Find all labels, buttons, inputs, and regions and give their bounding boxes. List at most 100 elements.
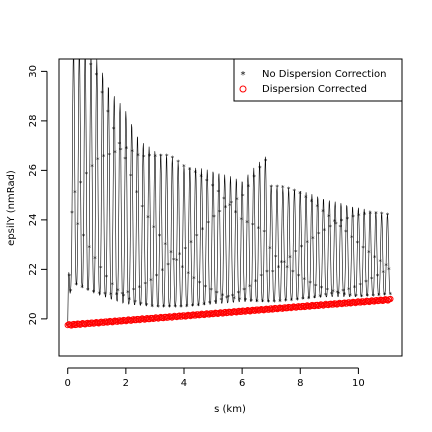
point-no-dispersion: * bbox=[76, 221, 80, 229]
point-no-dispersion: * bbox=[258, 165, 262, 173]
point-no-dispersion: * bbox=[337, 290, 341, 298]
point-no-dispersion: * bbox=[247, 183, 251, 191]
point-no-dispersion: * bbox=[83, 52, 87, 60]
point-no-dispersion: * bbox=[139, 300, 143, 308]
point-no-dispersion: * bbox=[96, 156, 100, 164]
point-no-dispersion: * bbox=[211, 182, 215, 190]
point-no-dispersion: * bbox=[132, 287, 136, 295]
point-no-dispersion: * bbox=[326, 287, 330, 295]
point-no-dispersion: * bbox=[304, 194, 308, 202]
point-no-dispersion: * bbox=[295, 296, 299, 304]
point-no-dispersion: * bbox=[330, 290, 334, 298]
y-tick-label: 22 bbox=[28, 263, 39, 276]
point-no-dispersion: * bbox=[234, 209, 238, 217]
legend-label-no-dispersion: No Dispersion Correction bbox=[262, 69, 386, 80]
point-no-dispersion: * bbox=[156, 303, 160, 311]
point-no-dispersion: * bbox=[73, 189, 77, 197]
point-no-dispersion: * bbox=[370, 276, 374, 284]
point-no-dispersion: * bbox=[300, 244, 304, 252]
point-no-dispersion: * bbox=[250, 297, 254, 305]
point-no-dispersion: * bbox=[380, 210, 384, 218]
point-no-dispersion: * bbox=[313, 294, 317, 302]
point-no-dispersion: * bbox=[261, 298, 265, 306]
point-no-dispersion: * bbox=[69, 287, 73, 295]
point-no-dispersion: * bbox=[315, 203, 319, 211]
trace-no-dispersion-line bbox=[67, 59, 391, 326]
point-no-dispersion: * bbox=[369, 210, 373, 218]
point-no-dispersion: * bbox=[201, 226, 205, 234]
point-no-dispersion: * bbox=[116, 287, 120, 295]
point-no-dispersion: * bbox=[238, 296, 242, 304]
point-no-dispersion: * bbox=[359, 281, 363, 289]
point-no-dispersion: * bbox=[310, 198, 314, 206]
point-no-dispersion: * bbox=[354, 293, 358, 301]
point-no-dispersion: * bbox=[106, 109, 110, 117]
point-no-dispersion: * bbox=[100, 90, 104, 98]
point-no-dispersion: * bbox=[196, 302, 200, 310]
point-no-dispersion: * bbox=[128, 296, 132, 304]
point-no-dispersion: * bbox=[113, 149, 117, 157]
point-no-dispersion: * bbox=[314, 282, 318, 290]
point-no-dispersion: * bbox=[244, 297, 248, 305]
point-no-dispersion: * bbox=[262, 229, 266, 237]
point-no-dispersion: * bbox=[219, 297, 223, 305]
point-no-dispersion: * bbox=[93, 255, 97, 263]
legend: * No Dispersion Correction Dispersion Co… bbox=[233, 58, 403, 102]
x-tick-label: 8 bbox=[297, 378, 303, 389]
point-no-dispersion: * bbox=[89, 61, 93, 69]
point-no-dispersion: * bbox=[204, 283, 208, 291]
y-tick-label: 20 bbox=[28, 313, 39, 326]
point-no-dispersion: * bbox=[155, 273, 159, 281]
x-tick-label: 4 bbox=[181, 378, 187, 389]
point-no-dispersion: * bbox=[371, 292, 375, 300]
point-no-dispersion: * bbox=[138, 284, 142, 292]
point-no-dispersion: * bbox=[224, 204, 228, 212]
legend-marker-circle bbox=[239, 85, 247, 93]
point-no-dispersion: * bbox=[166, 262, 170, 270]
point-no-dispersion: * bbox=[209, 287, 213, 295]
point-no-dispersion: * bbox=[386, 211, 390, 219]
point-no-dispersion: * bbox=[123, 156, 127, 164]
point-no-dispersion: * bbox=[112, 126, 116, 134]
point-no-dispersion: * bbox=[191, 303, 195, 311]
point-no-dispersion: * bbox=[377, 292, 381, 300]
point-no-dispersion: * bbox=[268, 245, 272, 253]
point-no-dispersion: * bbox=[95, 72, 99, 80]
point-no-dispersion: * bbox=[318, 293, 322, 301]
point-no-dispersion: * bbox=[75, 281, 79, 289]
point-no-dispersion: * bbox=[148, 153, 152, 161]
point-no-dispersion: * bbox=[291, 268, 295, 276]
point-no-dispersion: * bbox=[275, 184, 279, 192]
point-no-dispersion: * bbox=[98, 290, 102, 298]
point-no-dispersion: * bbox=[198, 279, 202, 287]
point-no-dispersion: * bbox=[202, 301, 206, 309]
point-no-dispersion: * bbox=[387, 266, 391, 274]
point-no-dispersion: * bbox=[298, 190, 302, 198]
point-dispersion-corrected bbox=[387, 295, 394, 303]
point-no-dispersion: * bbox=[323, 227, 327, 235]
point-no-dispersion: * bbox=[163, 241, 167, 249]
x-axis: 0 2 4 6 8 10 bbox=[65, 367, 365, 389]
point-no-dispersion: * bbox=[242, 287, 246, 295]
point-no-dispersion: * bbox=[351, 213, 355, 221]
point-no-dispersion: * bbox=[340, 218, 344, 226]
point-no-dispersion: * bbox=[344, 229, 348, 237]
point-no-dispersion: * bbox=[151, 303, 155, 311]
y-tick-label: 30 bbox=[28, 65, 39, 78]
point-no-dispersion: * bbox=[168, 304, 172, 312]
point-no-dispersion: * bbox=[361, 244, 365, 252]
series-no-dispersion-correction: ****************************************… bbox=[66, 44, 393, 330]
point-no-dispersion: * bbox=[179, 304, 183, 312]
point-no-dispersion: * bbox=[241, 193, 245, 201]
point-no-dispersion: * bbox=[278, 298, 282, 306]
point-no-dispersion: * bbox=[376, 272, 380, 280]
point-no-dispersion: * bbox=[102, 153, 106, 161]
point-no-dispersion: * bbox=[87, 244, 91, 252]
point-no-dispersion: * bbox=[381, 269, 385, 277]
point-no-dispersion: * bbox=[207, 220, 211, 228]
point-no-dispersion: * bbox=[72, 44, 76, 52]
point-no-dispersion: * bbox=[274, 254, 278, 262]
point-no-dispersion: * bbox=[169, 249, 173, 257]
point-no-dispersion: * bbox=[353, 284, 357, 292]
point-no-dispersion: * bbox=[347, 286, 351, 294]
